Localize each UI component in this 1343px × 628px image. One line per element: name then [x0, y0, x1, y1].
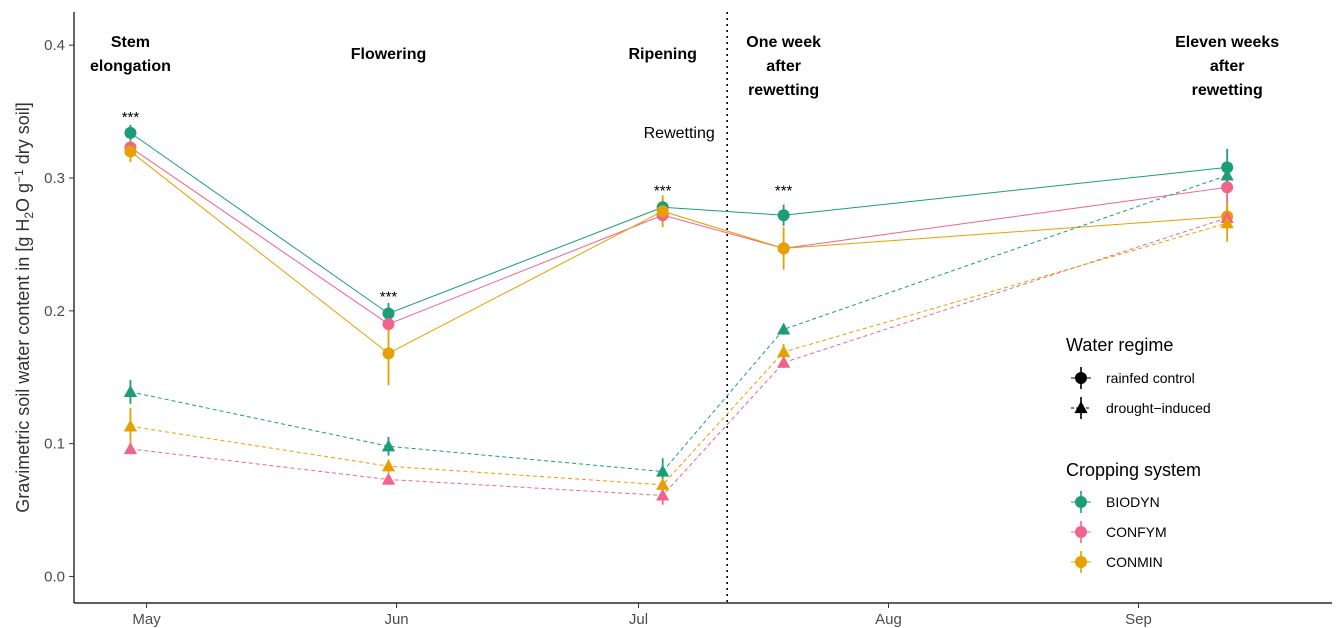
y-tick-label: 0.0	[44, 568, 65, 585]
significance-label: ***	[380, 289, 398, 306]
data-point-biodyn	[124, 126, 137, 139]
x-tick-label: Sep	[1125, 611, 1152, 628]
legend-key-circle-icon	[1075, 526, 1087, 538]
data-point-biodyn	[777, 209, 790, 222]
data-point-confym	[382, 318, 395, 331]
data-point-biodyn	[382, 307, 395, 320]
phase-label: One week	[746, 34, 821, 51]
significance-label: ***	[122, 109, 140, 126]
phase-label: Stem	[111, 34, 150, 51]
legend-label: drought−induced	[1106, 400, 1211, 416]
phase-label: rewetting	[748, 82, 819, 99]
x-tick-label: Aug	[875, 611, 902, 628]
data-point-biodyn	[777, 322, 791, 335]
data-point-conmin	[777, 242, 790, 255]
data-point-biodyn	[1220, 168, 1234, 181]
phase-label: rewetting	[1192, 82, 1263, 99]
data-point-conmin	[777, 345, 791, 358]
annotations: Rewetting Stem elongation Flowering Ripening…	[90, 34, 1279, 306]
legend-key-circle-icon	[1075, 496, 1087, 508]
x-tick-label: Jun	[384, 611, 408, 628]
legend-label: CONMIN	[1106, 554, 1163, 570]
data-point-conmin	[656, 477, 670, 490]
data-point-biodyn	[1221, 161, 1234, 174]
y-tick-label: 0.2	[44, 303, 65, 320]
x-tick-label: Jul	[629, 611, 648, 628]
data-point-confym	[656, 488, 670, 501]
error-bars	[129, 124, 1229, 505]
legend-label: rainfed control	[1106, 370, 1195, 386]
data-point-conmin	[381, 459, 396, 472]
phase-label: elongation	[90, 58, 171, 75]
data-point-biodyn	[656, 464, 670, 477]
data-point-conmin	[1220, 216, 1234, 229]
data-point-confym	[1221, 181, 1234, 194]
phase-label: Flowering	[351, 46, 427, 63]
rewetting-label: Rewetting	[644, 125, 715, 142]
data-point-conmin	[123, 419, 138, 432]
phase-label: after	[766, 58, 801, 75]
legend-key-circle-icon	[1075, 372, 1087, 384]
phase-label: Ripening	[628, 46, 696, 63]
y-axis-title: Gravimetric soil water content in [g H2O…	[12, 102, 36, 513]
data-point-conmin	[656, 205, 669, 218]
legend-label: BIODYN	[1106, 494, 1160, 510]
series-line-conmin-drought	[130, 222, 1228, 486]
y-tick-label: 0.3	[44, 170, 65, 187]
legend-title-cropping-system: Cropping system	[1066, 460, 1201, 480]
data-point-biodyn	[381, 439, 396, 452]
series-line-biodyn-rainfed	[130, 132, 1228, 315]
x-tick-label: May	[132, 611, 161, 628]
y-tick-label: 0.4	[44, 37, 65, 54]
phase-label: after	[1210, 58, 1245, 75]
axes: 0.0 0.1 0.2 0.3 0.4 May Jun Jul Aug Sep Gravimetri…	[12, 12, 1332, 628]
series-lines	[130, 132, 1228, 496]
data-point-confym	[777, 355, 791, 368]
significance-label: ***	[654, 182, 672, 199]
significance-label: ***	[775, 182, 793, 199]
legend: Water regime rainfed control drought−induc…	[1066, 335, 1211, 573]
series-line-conmin-rainfed	[130, 151, 1228, 354]
series-line-confym-rainfed	[130, 147, 1228, 325]
phase-label: Eleven weeks	[1175, 34, 1279, 51]
legend-title-water-regime: Water regime	[1066, 335, 1173, 355]
y-tick-label: 0.1	[44, 436, 65, 453]
legend-key-triangle-icon	[1074, 401, 1088, 414]
data-point-confym	[123, 442, 138, 455]
data-points	[123, 126, 1234, 501]
data-point-conmin	[124, 145, 137, 158]
data-point-confym	[381, 472, 396, 485]
data-point-conmin	[382, 347, 395, 360]
data-point-biodyn	[123, 384, 138, 397]
legend-key-circle-icon	[1075, 556, 1087, 568]
legend-label: CONFYM	[1106, 524, 1167, 540]
